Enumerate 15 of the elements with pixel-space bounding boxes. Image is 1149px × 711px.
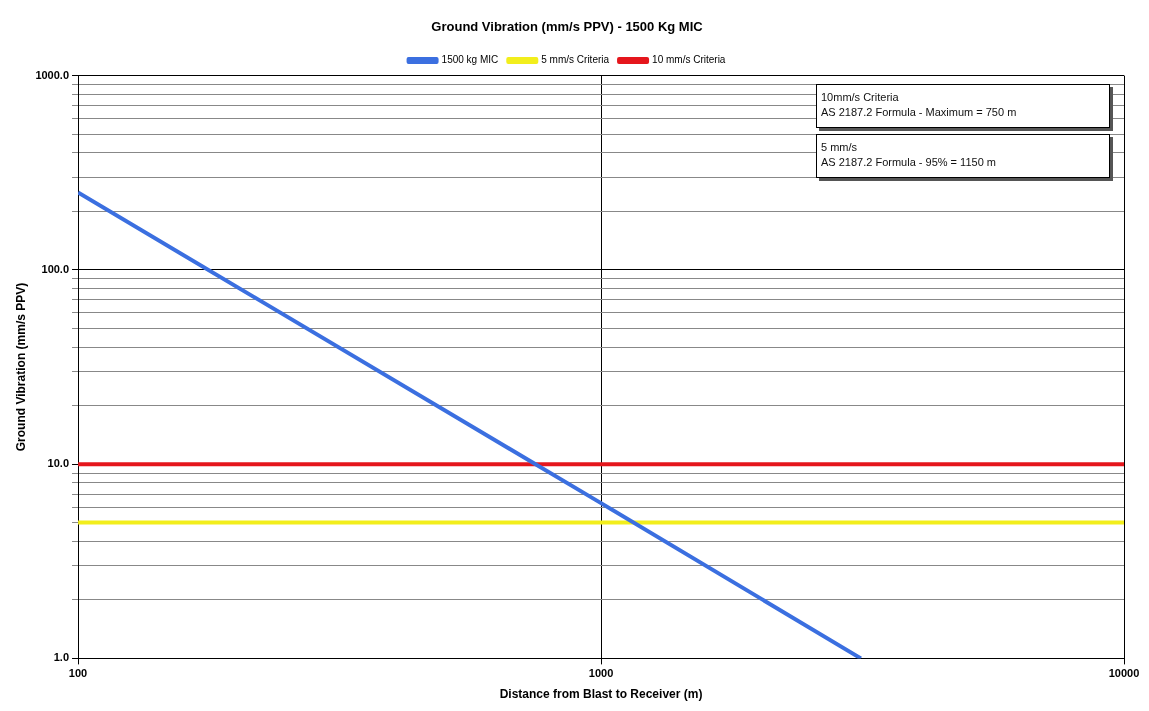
x-tick-label: 100 — [68, 667, 88, 680]
chart-title: Ground Vibration (mm/s PPV) - 1500 Kg MIC — [431, 19, 704, 35]
legend-label: 5 mm/s Criteria — [541, 54, 610, 66]
y-tick-label: 10.0 — [47, 457, 70, 470]
x-axis-title: Distance from Blast to Receiver (m) — [499, 687, 703, 702]
x-tick-label: 1000 — [588, 667, 614, 680]
y-tick-label: 1.0 — [53, 651, 70, 664]
y-axis-title: Ground Vibration (mm/s PPV) — [13, 282, 28, 452]
note-box: 10mm/s Criteria AS 2187.2 Formula - Maximum = 750 m — [816, 83, 1110, 128]
note-box: 5 mm/s AS 2187.2 Formula - 95% = 1150 m — [816, 133, 1110, 178]
legend-label: 1500 kg MIC — [441, 54, 499, 66]
x-tick-label: 10000 — [1108, 667, 1140, 680]
y-tick-label: 1000.0 — [35, 68, 70, 81]
legend-label: 10 mm/s Criteria — [652, 54, 726, 66]
y-tick-label: 100.0 — [41, 262, 70, 275]
